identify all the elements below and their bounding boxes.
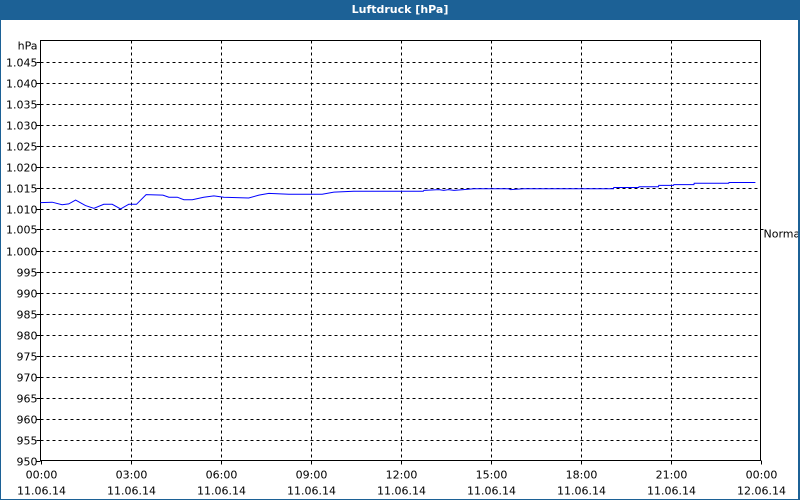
y-tick-label: 955 [17,435,38,448]
y-tick-label: 975 [17,351,38,364]
y-tick-label: 1.025 [6,141,38,154]
x-tick-time: 09:00 [296,469,328,482]
y-axis-label: hPa [18,40,38,53]
x-tick-time: 21:00 [656,469,688,482]
y-tick-label: 985 [17,309,38,322]
x-tick-time: 00:00 [746,469,778,482]
x-tick-time: 18:00 [566,469,598,482]
y-tick-label: 965 [17,393,38,406]
y-tick-label: 1.030 [6,120,38,133]
x-tick-date: 11.06.14 [467,485,516,498]
x-tick-date: 11.06.14 [647,485,696,498]
x-tick-time: 03:00 [116,469,148,482]
x-tick-date: 12.06.14 [737,485,786,498]
x-tick-date: 11.06.14 [107,485,156,498]
y-tick-label: 970 [17,372,38,385]
y-tick-label: 1.040 [6,78,38,91]
x-tick-time: 00:00 [26,469,58,482]
y-tick-label: 950 [17,456,38,469]
y-tick-label: 1.015 [6,183,38,196]
x-tick-time: 15:00 [476,469,508,482]
y-tick-label: 1.010 [6,204,38,217]
x-tick-time: 06:00 [206,469,238,482]
y-tick-label: 960 [17,414,38,427]
y-tick-label: 990 [17,288,38,301]
x-tick-date: 11.06.14 [17,485,66,498]
y-tick-label: 1.045 [6,57,38,70]
pressure-chart: 950 955 960 965 970 975 980 985 990 995 1.000 1.005… [6,40,799,498]
y-tick-label: 980 [17,330,38,343]
x-tick-date: 11.06.14 [557,485,606,498]
x-tick-time: 12:00 [386,469,418,482]
y-tick-label: 1.020 [6,162,38,175]
y-tick-label: 1.000 [6,246,38,259]
y-tick-label: 1.035 [6,99,38,112]
chart-panel: 950 955 960 965 970 975 980 985 990 995 1.000 1.005… [1,20,798,499]
x-tick-date: 11.06.14 [197,485,246,498]
x-tick-date: 11.06.14 [287,485,336,498]
pressure-line [40,182,756,210]
window-title: Luftdruck [hPa] [0,0,800,20]
y-tick-label: 995 [17,267,38,280]
reference-label: Normal [764,228,799,241]
plot-frame [40,40,761,461]
x-tick-date: 11.06.14 [377,485,426,498]
y-tick-label: 1.005 [6,224,38,237]
